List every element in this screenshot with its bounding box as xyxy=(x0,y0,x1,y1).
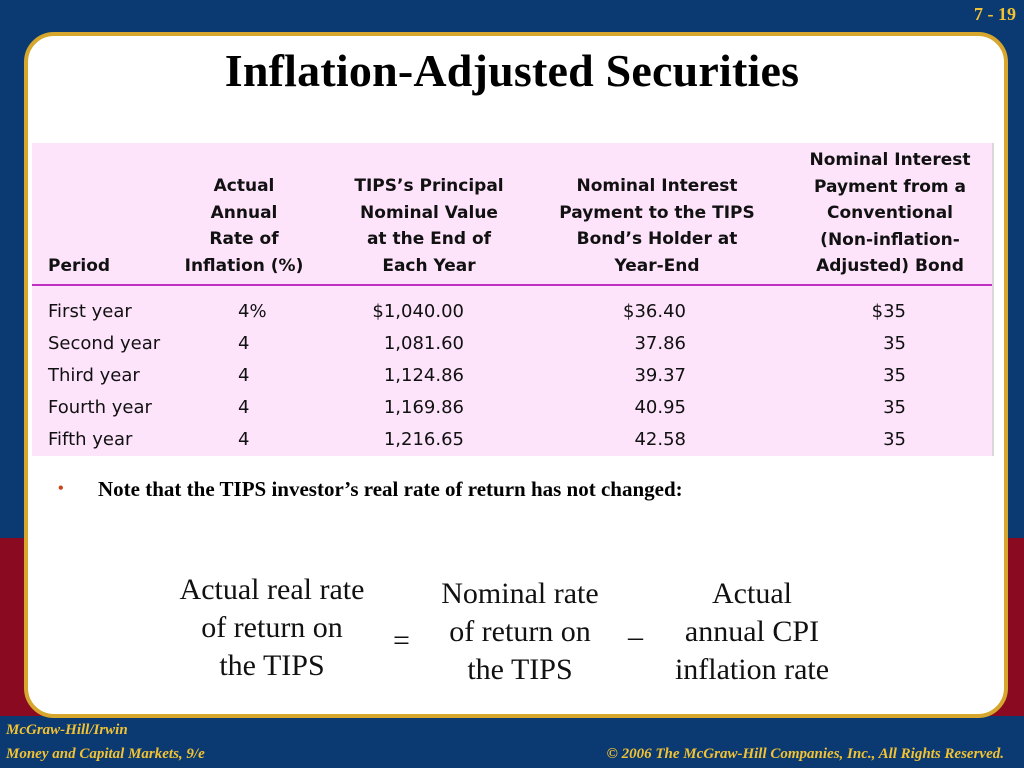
table-cell: $35 xyxy=(871,301,906,322)
header-period: Period xyxy=(48,256,111,276)
table-cell: 35 xyxy=(883,397,906,418)
header-conventional-interest: Nominal Interest Payment from a Conventi… xyxy=(809,150,971,276)
table-cell: 4% xyxy=(238,301,267,322)
table-cell: 40.95 xyxy=(634,397,686,418)
header-tips-interest: Nominal Interest Payment to the TIPS Bon… xyxy=(559,176,755,276)
column-conventional-interest: $35 35 35 35 35 xyxy=(850,296,906,456)
table-cell: 1,124.86 xyxy=(383,365,464,386)
note-bullet: • Note that the TIPS investor’s real rat… xyxy=(58,476,683,502)
bullet-icon: • xyxy=(58,480,64,497)
footer-left: McGraw-Hill/Irwin Money and Capital Mark… xyxy=(6,718,205,766)
table-cell: 4 xyxy=(238,365,250,386)
table-cell: Third year xyxy=(48,365,140,386)
table-cell: 35 xyxy=(883,333,906,354)
table-cell: $1,040.00 xyxy=(372,301,464,322)
table-cell: Second year xyxy=(48,333,161,354)
note-text: Note that the TIPS investor’s real rate … xyxy=(98,477,683,501)
column-period: First year Second year Third year Fourth… xyxy=(48,296,188,456)
table-cell: 35 xyxy=(883,429,906,450)
table-cell: 42.58 xyxy=(634,429,686,450)
column-principal: $1,040.00 1,081.60 1,124.86 1,169.86 1,2… xyxy=(352,296,464,456)
column-tips-interest: $36.40 37.86 39.37 40.95 42.58 xyxy=(600,296,686,456)
data-table xyxy=(32,143,994,456)
table-cell: Fourth year xyxy=(48,397,152,418)
table-cell: 4 xyxy=(238,333,250,354)
slide-title: Inflation-Adjusted Securities xyxy=(224,45,800,96)
footer-book: Money and Capital Markets, 9/e xyxy=(6,746,205,762)
header-inflation: Actual Annual Rate of Inflation (%) xyxy=(184,176,304,276)
table-cell: 4 xyxy=(238,397,250,418)
equation-equals-sign: = xyxy=(393,624,410,657)
table-cell: 1,081.60 xyxy=(383,333,464,354)
table-cell: $36.40 xyxy=(623,301,686,322)
table-cell: 1,216.65 xyxy=(383,429,464,450)
footer-publisher: McGraw-Hill/Irwin xyxy=(6,722,128,738)
header-principal: TIPS’s Principal Nominal Value at the En… xyxy=(354,176,504,276)
table-cell: 39.37 xyxy=(634,365,686,386)
table-cell: Fifth year xyxy=(48,429,133,450)
table-cell: 37.86 xyxy=(634,333,686,354)
table-cell: 35 xyxy=(883,365,906,386)
equation-right-term: Actual annual CPI inflation rate xyxy=(674,577,830,686)
column-inflation: 4% 4 4 4 4 xyxy=(238,296,278,456)
footer-copyright: © 2006 The McGraw-Hill Companies, Inc., … xyxy=(606,746,1004,762)
table-cell: 4 xyxy=(238,429,250,450)
table-cell: First year xyxy=(48,301,132,322)
table-header-divider xyxy=(32,284,992,286)
slide-number: 7 - 19 xyxy=(974,4,1016,24)
equation-left-term: Actual real rate of return on the TIPS xyxy=(179,573,365,682)
equation-minus-sign: – xyxy=(628,620,643,653)
table-cell: 1,169.86 xyxy=(383,397,464,418)
equation-middle-term: Nominal rate of return on the TIPS xyxy=(441,577,599,686)
